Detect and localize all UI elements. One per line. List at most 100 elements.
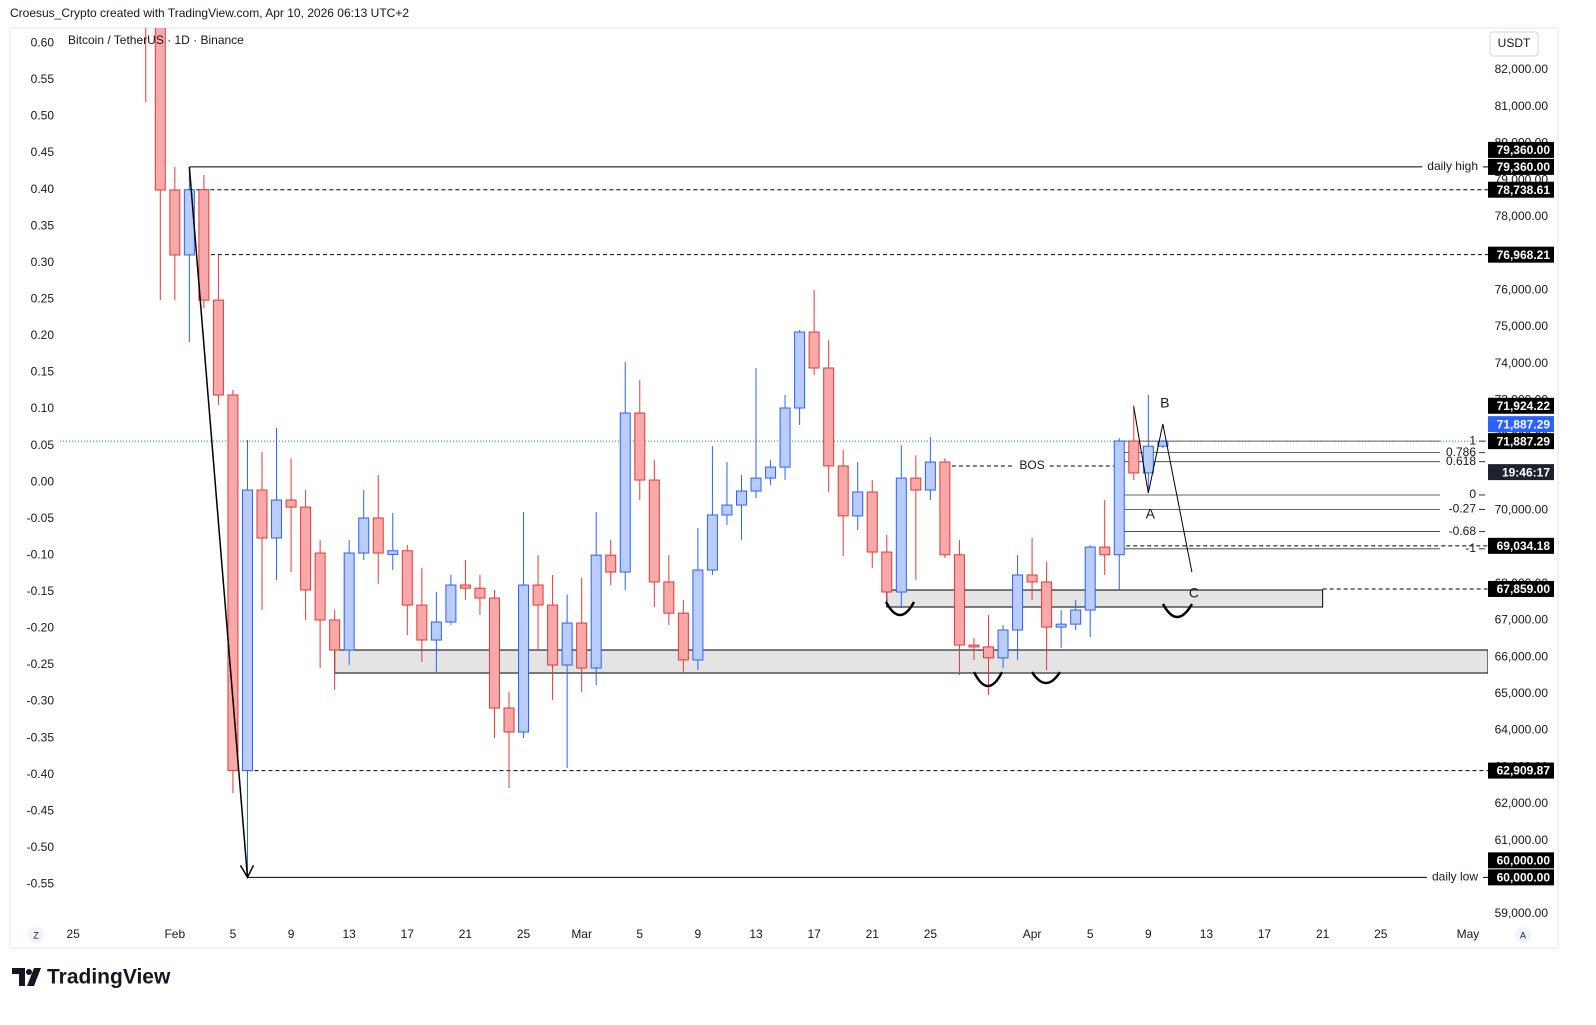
- price-label-box: [1488, 852, 1554, 869]
- y-tick-label: 67,000.00: [1495, 613, 1549, 627]
- price-label: 60,000.00: [1497, 871, 1551, 885]
- y-tick-label: 78,000.00: [1495, 209, 1549, 223]
- candle-body: [605, 554, 617, 573]
- x-tick-label: Feb: [164, 927, 185, 941]
- currency[interactable]: USDT: [1498, 36, 1531, 50]
- y-tick-label: 75,000.00: [1495, 319, 1549, 333]
- x-tick-label: 9: [1145, 927, 1152, 941]
- line-label: BOS: [1019, 458, 1044, 472]
- price-label: 67,859.00: [1497, 582, 1551, 596]
- smile-arc: [1161, 603, 1194, 619]
- price-label-box: [1488, 433, 1554, 450]
- countdown: 19:46:17: [1502, 465, 1550, 479]
- y2-tick-label: -0.40: [27, 767, 55, 781]
- x-tick-label: 13: [749, 927, 763, 941]
- x-tick-label: May: [1457, 927, 1480, 941]
- candle-body: [808, 331, 820, 369]
- y2-tick-label: -0.20: [27, 621, 55, 635]
- candle-body: [430, 621, 442, 641]
- x-tick-label: 9: [695, 927, 702, 941]
- trend-line: [188, 166, 249, 878]
- candle-body: [227, 394, 239, 772]
- header: Croesus_Crypto created with TradingView.…: [10, 6, 409, 20]
- button-label[interactable]: Z: [33, 930, 39, 940]
- candle-body: [881, 551, 893, 593]
- price-label: 71,887.29: [1497, 434, 1551, 448]
- candle-body: [416, 604, 428, 641]
- button[interactable]: [1515, 927, 1531, 943]
- candle-body: [750, 477, 762, 492]
- y2-tick-label: 0.05: [31, 438, 55, 452]
- candle-body: [823, 367, 835, 467]
- y-tick-label: 82,000.00: [1495, 62, 1549, 76]
- candle-body: [634, 412, 646, 481]
- y-tick-label: 74,000.00: [1495, 356, 1549, 370]
- candle-body: [154, 28, 166, 191]
- y2-tick-label: -0.35: [27, 730, 55, 744]
- x-tick-label: 17: [401, 927, 415, 941]
- symbol-title: Bitcoin / TetherUS · 1D · Binance: [68, 33, 244, 47]
- candle-body: [692, 569, 704, 661]
- smile-arc: [972, 671, 1004, 688]
- candle-body: [895, 477, 907, 593]
- y2-tick-label: 0.45: [31, 145, 55, 159]
- chart-frame: [9, 27, 1559, 949]
- y2-tick-label: 0.40: [31, 182, 55, 196]
- candle-body: [358, 517, 370, 554]
- button[interactable]: [28, 927, 44, 943]
- fib-label: 0: [1469, 487, 1476, 501]
- candle-body: [488, 597, 500, 709]
- candle-body: [721, 504, 733, 516]
- candle-body: [1084, 546, 1096, 611]
- price-label-box: [1488, 158, 1554, 175]
- currency-button[interactable]: [1489, 31, 1539, 57]
- y2-tick-label: 0.30: [31, 255, 55, 269]
- y-tick-label: 81,000.00: [1495, 99, 1549, 113]
- wave-label: A: [1146, 506, 1156, 522]
- candle-body: [794, 331, 806, 409]
- x-tick-label: 21: [866, 927, 880, 941]
- price-label: 76,968.21: [1497, 248, 1551, 262]
- x-tick-label: 21: [1316, 927, 1330, 941]
- y2-tick-label: -0.30: [27, 694, 55, 708]
- y-tick-label: 65,000.00: [1495, 686, 1549, 700]
- zone: [886, 589, 1324, 608]
- candle-body: [866, 491, 878, 553]
- arrow-head: [239, 864, 255, 879]
- line-label: daily low: [1432, 870, 1478, 884]
- candle-body: [982, 646, 994, 659]
- candle-body: [183, 189, 195, 256]
- plot-area: [60, 28, 1488, 879]
- candle-body: [779, 407, 791, 468]
- candle-body: [735, 490, 747, 506]
- candle-body: [532, 584, 544, 606]
- candle-body: [343, 552, 355, 651]
- smile-arc: [884, 601, 916, 617]
- candle-body: [1041, 581, 1053, 628]
- candle-body: [169, 189, 181, 256]
- candle-body: [924, 461, 936, 491]
- candle-body: [445, 584, 457, 623]
- price-label: 62,909.87: [1497, 764, 1551, 778]
- price-label-box: [1488, 537, 1554, 554]
- candle-body: [314, 552, 326, 621]
- price-label-box: [1488, 416, 1554, 433]
- x-tick-label: 25: [1374, 927, 1388, 941]
- x-tick-label: 13: [1200, 927, 1214, 941]
- candle-body: [706, 514, 718, 571]
- y2-tick-label: 0.50: [31, 109, 55, 123]
- candle-body: [561, 622, 573, 666]
- fib-label: 1: [1469, 433, 1476, 447]
- candle-body: [1070, 609, 1082, 625]
- candle-body: [547, 604, 559, 666]
- price-label: 79,360.00: [1497, 143, 1551, 157]
- price-label: 79,360.00: [1497, 160, 1551, 174]
- candle-body: [401, 550, 413, 606]
- candle-body: [663, 581, 675, 614]
- y-tick-label: 66,000.00: [1495, 649, 1549, 663]
- button-label[interactable]: A: [1520, 930, 1526, 940]
- candle-body: [198, 189, 210, 301]
- candle-body: [765, 466, 777, 479]
- price-label: 71,924.22: [1497, 399, 1551, 413]
